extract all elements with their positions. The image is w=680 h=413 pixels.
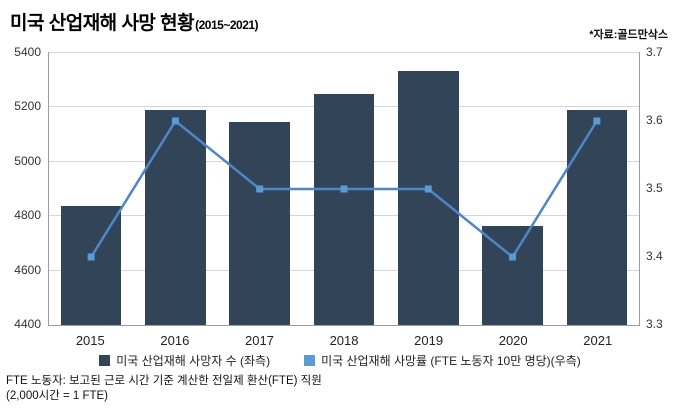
y-left-tick: 5400 xyxy=(14,45,41,59)
bar-series-swatch xyxy=(99,355,111,366)
bar-2020 xyxy=(482,226,543,325)
line-series-swatch xyxy=(304,355,316,366)
bar-2021 xyxy=(566,110,628,325)
line-marker-2021 xyxy=(593,117,601,125)
gridline xyxy=(49,52,639,53)
legend-item-rate: 미국 산업재해 사망률 (FTE 노동자 10만 명당)(우측) xyxy=(304,352,581,369)
line-series xyxy=(87,117,601,261)
x-tick-2021: 2021 xyxy=(583,333,613,348)
x-tick-2020: 2020 xyxy=(498,333,528,348)
footnote-line1: FTE 노동자: 보고된 근로 시간 기준 계산한 전일제 환산(FTE) 직원 xyxy=(6,375,322,387)
x-axis-labels: 2015 2016 2017 2018 2019 2020 2021 xyxy=(48,326,640,348)
y-axis-left: 4400 4600 4800 5000 5200 5400 xyxy=(4,45,48,331)
line-marker-2019 xyxy=(424,185,432,193)
bar-2019 xyxy=(397,71,459,325)
x-tick-2019: 2019 xyxy=(414,333,444,348)
y-right-tick: 3.7 xyxy=(646,45,663,59)
line-marker-2015 xyxy=(87,253,95,261)
footnote: FTE 노동자: 보고된 근로 시간 기준 계산한 전일제 환산(FTE) 직원… xyxy=(6,374,322,404)
x-tick-2017: 2017 xyxy=(244,333,274,348)
legend-item-deaths: 미국 산업재해 사망자 수 (좌측) xyxy=(99,352,270,369)
y-left-tick: 4400 xyxy=(14,317,41,331)
y-left-tick: 4600 xyxy=(14,262,41,277)
line-marker-2020 xyxy=(509,253,517,261)
line-marker-2017 xyxy=(256,185,264,193)
line-marker-2018 xyxy=(340,185,348,193)
y-left-tick: 4800 xyxy=(14,208,41,223)
source-note: *자료:골드만삭스 xyxy=(589,29,668,41)
x-tick-2018: 2018 xyxy=(329,333,359,348)
bar-2018 xyxy=(313,93,375,325)
y-right-tick: 3.3 xyxy=(646,317,663,331)
footnote-line2: (2,000시간 = 1 FTE) xyxy=(6,390,109,402)
title-text: 미국 산업재해 사망 현황 xyxy=(10,13,195,34)
line-marker-2016 xyxy=(171,117,179,125)
legend: 미국 산업재해 사망자 수 (좌측) 미국 산업재해 사망률 (FTE 노동자 … xyxy=(0,352,680,369)
legend-label-deaths: 미국 산업재해 사망자 수 (좌측) xyxy=(116,354,271,368)
chart: 4400 4600 4800 5000 5200 5400 3.3 3.4 3.5 3.6 3.7… xyxy=(4,45,676,348)
x-tick-2015: 2015 xyxy=(75,333,105,348)
x-tick-2016: 2016 xyxy=(160,333,190,348)
y-right-tick: 3.5 xyxy=(646,181,663,195)
page-title: 미국 산업재해 사망 현황(2015~2021) xyxy=(10,8,259,35)
bar-2017 xyxy=(229,121,291,325)
title-range: (2015~2021) xyxy=(195,18,259,32)
plot-area xyxy=(48,52,640,326)
y-left-tick: 5200 xyxy=(14,99,41,114)
y-right-tick: 3.6 xyxy=(646,113,663,127)
y-left-tick: 5000 xyxy=(14,153,41,168)
y-axis-right: 3.3 3.4 3.5 3.6 3.7 xyxy=(640,45,676,331)
legend-label-rate: 미국 산업재해 사망률 (FTE 노동자 10만 명당)(우측) xyxy=(321,354,581,368)
y-right-tick: 3.4 xyxy=(646,249,663,263)
chart-header: 미국 산업재해 사망 현황(2015~2021) *자료:골드만삭스 xyxy=(0,0,680,46)
bar-2016 xyxy=(145,110,206,325)
